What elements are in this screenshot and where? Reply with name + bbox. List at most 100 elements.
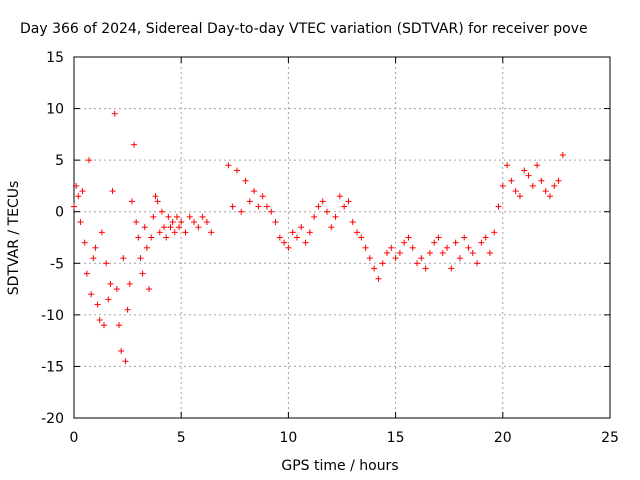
y-axis-label: SDTVAR / TECUs [6, 181, 22, 296]
data-point [444, 244, 451, 251]
data-point [486, 249, 493, 256]
data-point [323, 208, 330, 215]
data-point [366, 255, 373, 262]
data-point [311, 213, 318, 220]
data-point [504, 162, 511, 169]
data-point [94, 301, 101, 308]
data-point [516, 193, 523, 200]
data-point [426, 249, 433, 256]
data-point [141, 224, 148, 231]
data-point [105, 296, 112, 303]
data-point [491, 229, 498, 236]
data-point [293, 234, 300, 241]
data-point [113, 286, 120, 293]
x-tick-label: 15 [387, 430, 405, 446]
data-point [401, 239, 408, 246]
data-point [146, 286, 153, 293]
data-point [508, 177, 515, 184]
data-point [392, 255, 399, 262]
data-point [409, 244, 416, 251]
data-point [298, 224, 305, 231]
data-point [195, 224, 202, 231]
data-point [559, 151, 566, 158]
data-point [83, 270, 90, 277]
data-point [396, 249, 403, 256]
data-point [384, 249, 391, 256]
data-point [246, 198, 253, 205]
data-point [375, 275, 382, 282]
data-point [133, 219, 140, 226]
data-point [341, 203, 348, 210]
chart-title: Day 366 of 2024, Sidereal Day-to-day VTE… [20, 21, 588, 37]
data-point [154, 198, 161, 205]
data-point [251, 188, 258, 195]
data-point [465, 244, 472, 251]
data-point [362, 244, 369, 251]
data-point [371, 265, 378, 272]
data-point [116, 322, 123, 329]
x-tick-label: 10 [279, 430, 297, 446]
data-point [229, 203, 236, 210]
data-point [255, 203, 262, 210]
data-point [182, 229, 189, 236]
data-point [171, 229, 178, 236]
data-point [75, 193, 82, 200]
plot-frame [73, 56, 611, 419]
tick-labels: 0 5 10 15 20 25 -20 -15 -10 -5 0 5 10 15 [41, 50, 619, 446]
data-point [405, 234, 412, 241]
data-point [88, 291, 95, 298]
data-point [414, 260, 421, 267]
data-point [281, 239, 288, 246]
data-point [525, 172, 532, 179]
y-tick-label: -5 [50, 256, 64, 272]
data-point [225, 162, 232, 169]
data-point [469, 249, 476, 256]
data-point [81, 239, 88, 246]
data-point [499, 182, 506, 189]
data-point [542, 188, 549, 195]
data-point [495, 203, 502, 210]
data-point [156, 229, 163, 236]
data-point [555, 177, 562, 184]
data-point [242, 177, 249, 184]
data-point [131, 141, 138, 148]
data-point [101, 322, 108, 329]
x-tick-label: 20 [494, 430, 512, 446]
data-point [199, 213, 206, 220]
data-point [173, 213, 180, 220]
data-point [71, 203, 77, 210]
data-point [169, 219, 176, 226]
data-point [176, 224, 183, 231]
data-point [546, 193, 553, 200]
data-point [319, 198, 326, 205]
data-point [336, 193, 343, 200]
data-point [358, 234, 365, 241]
data-point [79, 188, 86, 195]
data-point [551, 182, 558, 189]
data-point [120, 255, 127, 262]
data-point [233, 167, 240, 174]
data-point [148, 234, 155, 241]
data-point [482, 234, 489, 241]
data-point [315, 203, 322, 210]
data-point [90, 255, 97, 262]
y-tick-label: -10 [41, 308, 64, 324]
data-point [478, 239, 485, 246]
y-tick-label: 0 [55, 205, 64, 221]
grid [74, 57, 610, 418]
data-point [152, 193, 159, 200]
x-tick-label: 5 [177, 430, 186, 446]
data-point [163, 234, 170, 241]
data-point [109, 188, 116, 195]
y-tick-label: 15 [46, 50, 64, 66]
data-marks [71, 110, 566, 365]
data-point [435, 234, 442, 241]
data-point [203, 219, 210, 226]
data-point [191, 219, 198, 226]
data-point [474, 260, 481, 267]
data-point [302, 239, 309, 246]
data-point [167, 224, 174, 231]
data-point [103, 260, 110, 267]
data-point [137, 255, 144, 262]
data-point [238, 208, 245, 215]
